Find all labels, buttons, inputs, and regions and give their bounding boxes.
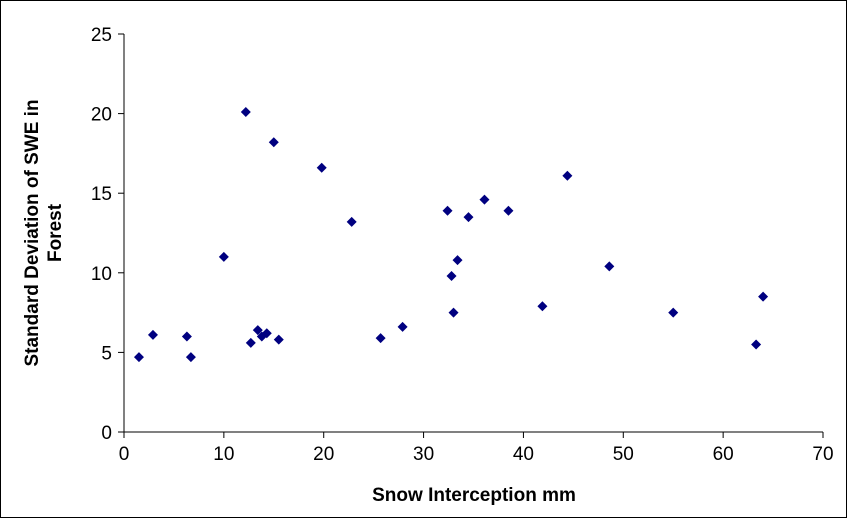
data-point-marker — [442, 205, 453, 216]
data-point-marker — [562, 170, 573, 181]
x-tick-label: 60 — [713, 444, 734, 465]
data-point-marker — [133, 352, 144, 363]
data-point-marker — [375, 333, 386, 344]
data-point-marker — [446, 270, 457, 281]
y-tick-label: 20 — [91, 105, 112, 126]
x-tick-label: 10 — [213, 444, 234, 465]
data-point-marker — [463, 212, 474, 223]
data-point-marker — [252, 325, 263, 336]
data-point-marker — [147, 329, 158, 340]
data-point-marker — [261, 328, 272, 339]
data-point-marker — [185, 352, 196, 363]
y-axis-title: Standard Deviation of SWE in Forest — [22, 99, 66, 366]
data-point-marker — [316, 162, 327, 173]
data-point-marker — [268, 137, 279, 148]
data-point-marker — [758, 291, 769, 302]
y-tick-label: 25 — [91, 25, 112, 46]
data-point-marker — [448, 307, 459, 318]
data-point-marker — [181, 331, 192, 342]
data-point-marker — [273, 334, 284, 345]
data-point-marker — [245, 337, 256, 348]
y-tick-label: 15 — [91, 184, 112, 205]
y-axis-title-line-1: Standard Deviation of SWE in — [22, 99, 43, 366]
data-point-marker — [604, 261, 615, 272]
data-point-marker — [452, 255, 463, 266]
data-point-marker — [397, 321, 408, 332]
y-tick-labels: 0 5 10 15 20 25 — [91, 25, 112, 444]
data-points — [133, 107, 769, 363]
y-axis-title-line-2: Forest — [45, 203, 66, 262]
data-point-marker — [751, 339, 762, 350]
y-tick-label: 5 — [101, 343, 112, 364]
data-point-marker — [668, 307, 679, 318]
x-tick-label: 70 — [812, 444, 833, 465]
x-tick-labels: 0 10 20 30 40 50 60 70 — [119, 444, 834, 465]
data-point-marker — [346, 216, 357, 227]
y-tick-label: 10 — [91, 264, 112, 285]
x-tick-label: 20 — [313, 444, 334, 465]
y-axis-ticks — [118, 33, 124, 433]
x-tick-label: 0 — [119, 444, 130, 465]
y-tick-label: 0 — [101, 423, 112, 444]
data-point-marker — [537, 301, 548, 312]
data-point-marker — [240, 107, 251, 118]
data-point-marker — [479, 194, 490, 205]
x-axis-ticks — [123, 432, 824, 438]
x-tick-label: 30 — [413, 444, 434, 465]
x-tick-label: 40 — [513, 444, 534, 465]
data-point-marker — [503, 205, 514, 216]
x-axis-title: Snow Interception mm — [372, 485, 576, 506]
data-point-marker — [218, 251, 229, 262]
x-tick-label: 50 — [613, 444, 634, 465]
